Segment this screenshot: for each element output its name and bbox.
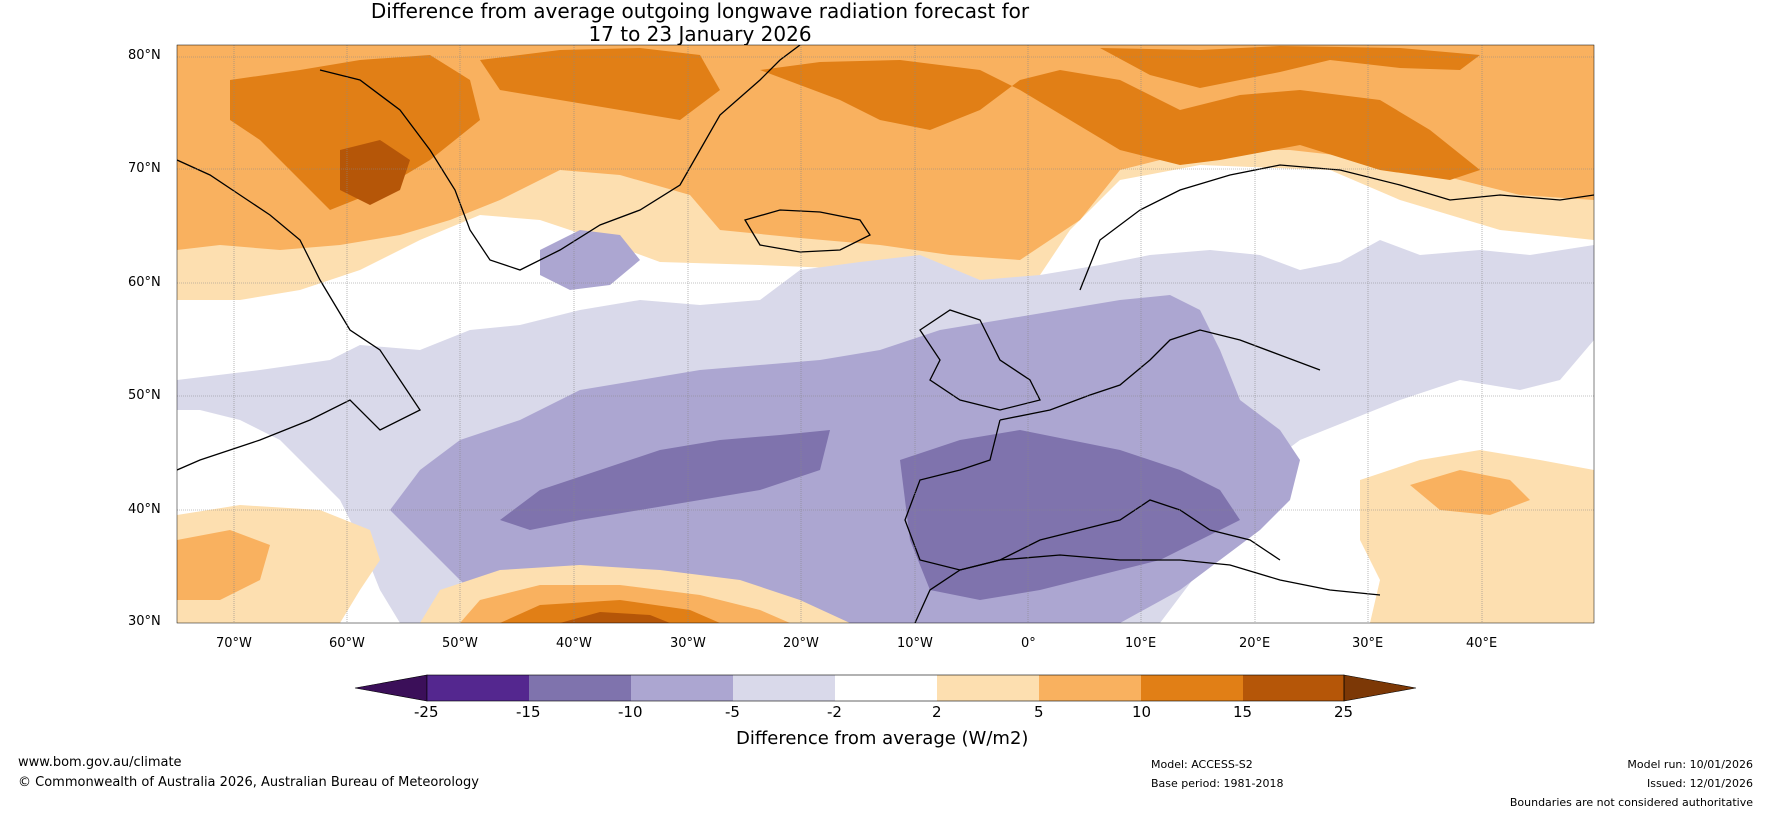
base-period: Base period: 1981-2018	[1151, 777, 1284, 790]
copyright: © Commonwealth of Australia 2026, Austra…	[18, 775, 479, 790]
lon-label: 70°W	[216, 636, 252, 651]
colorbar-tick: -15	[516, 703, 541, 721]
lon-label: 40°E	[1466, 636, 1498, 651]
colorbar-tick: 10	[1132, 703, 1152, 721]
colorbar-seg	[631, 675, 733, 701]
colorbar-tick: -10	[618, 703, 643, 721]
colorbar-seg	[1141, 675, 1243, 701]
colorbar	[354, 674, 1417, 702]
colorbar-tick: 15	[1233, 703, 1253, 721]
lon-label: 20°E	[1239, 636, 1271, 651]
colorbar-seg	[733, 675, 835, 701]
lat-label: 40°N	[128, 502, 161, 517]
website-link[interactable]: www.bom.gov.au/climate	[18, 755, 182, 770]
lon-label: 20°W	[783, 636, 819, 651]
lon-label: 30°E	[1352, 636, 1384, 651]
positive-anomaly-south-15	[500, 600, 720, 623]
greenland-coast	[319, 45, 801, 271]
boundaries-disclaimer: Boundaries are not considered authoritat…	[1509, 796, 1753, 809]
colorbar-tick: -25	[414, 703, 439, 721]
britain-coast	[919, 309, 1041, 411]
issued-date: Issued: 12/01/2026	[1646, 777, 1753, 790]
positive-anomaly-south-25	[560, 612, 670, 623]
title-line-1: Difference from average outgoing longwav…	[370, 0, 1030, 23]
africa-coast	[914, 554, 1381, 623]
lon-label: 60°W	[329, 636, 365, 651]
lat-label: 60°N	[128, 275, 161, 290]
lon-label: 0°	[1021, 636, 1036, 651]
graticule	[177, 45, 1594, 623]
iceland-coast	[744, 209, 871, 253]
colorbar-seg	[1039, 675, 1141, 701]
positive-anomaly-north-25	[340, 140, 410, 205]
colorbar-seg	[529, 675, 631, 701]
lat-label: 80°N	[128, 48, 161, 63]
positive-anomaly-south	[177, 450, 1594, 623]
colorbar-seg	[1243, 675, 1344, 701]
lat-label: 30°N	[128, 614, 161, 629]
lat-label: 50°N	[128, 388, 161, 403]
colorbar-high-extend	[1343, 674, 1417, 702]
colorbar-tick: 5	[1034, 703, 1044, 721]
positive-anomaly-north-15	[230, 46, 1480, 210]
lon-label: 30°W	[670, 636, 706, 651]
negative-anomaly-labrador	[540, 230, 640, 290]
europe-coast	[904, 329, 1321, 571]
colorbar-tick: 25	[1334, 703, 1354, 721]
model-name: Model: ACCESS-S2	[1151, 758, 1253, 771]
colorbar-seg	[427, 675, 529, 701]
map-frame	[176, 44, 1595, 624]
colorbar-seg	[835, 675, 937, 701]
lon-label: 40°W	[556, 636, 592, 651]
colorbar-tick: 2	[932, 703, 942, 721]
coastlines	[177, 45, 1594, 623]
colorbar-tick: -5	[725, 703, 740, 721]
lat-label: 70°N	[128, 161, 161, 176]
scandinavia-coast	[1079, 164, 1594, 291]
title-line-2: 17 to 23 January 2026	[588, 22, 812, 46]
anomaly-field	[177, 45, 1594, 623]
map-title: Difference from average outgoing longwav…	[0, 0, 1400, 46]
lon-label: 10°W	[897, 636, 933, 651]
colorbar-low-extend	[354, 674, 428, 702]
lon-label: 10°E	[1125, 636, 1157, 651]
colorbar-label: Difference from average (W/m2)	[736, 728, 1029, 749]
colorbar-seg	[937, 675, 1039, 701]
colorbar-tick: -2	[827, 703, 842, 721]
model-run: Model run: 10/01/2026	[1627, 758, 1753, 771]
labrador-coast	[177, 159, 421, 471]
lon-label: 50°W	[442, 636, 478, 651]
negative-anomaly-10	[500, 430, 1240, 600]
